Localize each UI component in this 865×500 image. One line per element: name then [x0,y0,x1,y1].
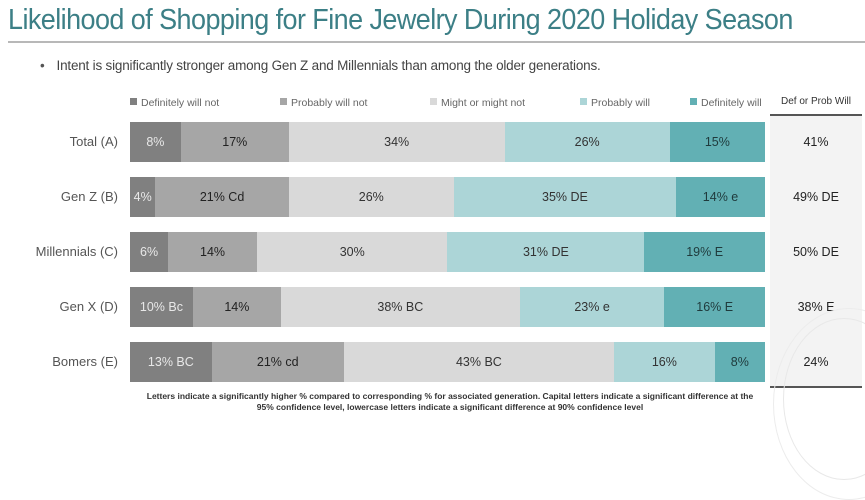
side-column-top-rule [770,114,862,116]
bar-segment: 6% [130,232,169,272]
category-label: Gen X (D) [59,299,118,314]
data-label: 8% [730,355,749,369]
legend-item: Might or might not [430,97,525,109]
bar-segment: 17% [180,122,289,162]
side-column-header: Def or Prob Will [780,96,851,107]
legend-swatch [280,98,287,105]
data-label: 26% [574,135,600,149]
chart-legend: Definitely will not Probably will not Migh… [130,97,765,113]
data-label: 23% e [574,300,610,314]
data-label: 13% BC [147,355,194,369]
data-label: 30% [339,245,365,259]
footnote-line-2: 95% confidence level, lowercase letters … [256,402,644,412]
data-label: 34% [384,135,410,149]
legend-label: Might or might not [441,97,526,109]
bar-segment: 23% e [519,287,665,327]
data-label: 43% BC [455,355,502,369]
bar-segment: 19% E [644,232,765,272]
bar-segment: 21% cd [211,342,344,382]
data-label: 35% DE [542,190,588,204]
bar-segment: 14% [192,287,281,327]
data-label: 16% E [696,300,734,314]
bar-segment: 26% [504,122,670,162]
bar-segment: 8% [130,122,181,162]
bar-segment: 38% BC [280,287,520,327]
legend-swatch [690,98,697,105]
bullet-icon: • [40,58,45,73]
legend-label: Probably will [591,97,650,109]
data-label: 4% [133,190,152,204]
bar-segment: 35% DE [453,177,677,217]
data-label: 17% [222,135,248,149]
page-title: Likelihood of Shopping for Fine Jewelry … [8,4,793,36]
bullet-text: Intent is significantly stronger among G… [56,58,601,73]
legend-item: Probably will not [280,97,367,109]
data-label: 8% [146,135,165,149]
legend-item: Definitely will not [130,97,219,109]
def-or-prob-will-value: 49% DE [793,190,839,204]
stacked-bar: 13% BC 21% cd 43% BC 16% 8% [130,342,765,382]
legend-swatch [580,98,587,105]
data-label: 15% [704,135,730,149]
bar-segment: 14% e [676,177,765,217]
bar-segment: 30% [256,232,448,272]
bar-segment: 26% [288,177,454,217]
data-label: 26% [358,190,384,204]
category-label: Gen Z (B) [60,189,118,204]
category-label: Millennials (C) [35,244,118,259]
def-or-prob-will-value: 38% E [797,300,835,314]
legend-label: Definitely will not [141,97,220,109]
def-or-prob-will-value: 41% [803,135,829,149]
stacked-bar: 8% 17% 34% 26% 15% [130,122,765,162]
data-label: 14% e [702,190,739,204]
data-label: 19% E [686,245,724,259]
legend-item: Probably will [580,97,650,109]
data-label: 21% cd [256,355,299,369]
footnote: Letters indicate a significantly higher … [120,391,780,413]
bar-segment: 16% E [664,287,765,327]
bar-segment: 21% Cd [155,177,289,217]
bar-segment: 34% [288,122,505,162]
stacked-bar: 10% Bc 14% 38% BC 23% e 16% E [130,287,765,327]
bar-segment: 16% [614,342,715,382]
bar-segment: 14% [168,232,257,272]
category-label: Bomers (E) [52,354,118,369]
bar-segment: 13% BC [130,342,212,382]
legend-swatch [430,98,437,105]
data-label: 14% [200,245,226,259]
bar-segment: 43% BC [343,342,615,382]
legend-swatch [130,98,137,105]
category-label: Total (A) [69,134,118,149]
footnote-line-1: Letters indicate a significantly higher … [146,391,754,401]
bar-segment: 8% [714,342,765,382]
stacked-bar: 6% 14% 30% 31% DE 19% E [130,232,765,272]
title-divider [8,41,865,43]
legend-label: Definitely will [701,97,762,109]
legend-label: Probably will not [291,97,368,109]
bullet-point: • Intent is significantly stronger among … [40,58,601,73]
stacked-bar: 4% 21% Cd 26% 35% DE 14% e [130,177,765,217]
data-label: 10% Bc [139,300,183,314]
data-label: 6% [140,245,159,259]
def-or-prob-will-value: 50% DE [793,245,839,259]
bar-segment: 31% DE [447,232,645,272]
bar-segment: 15% [669,122,765,162]
data-label: 16% [651,355,677,369]
bar-segment: 4% [130,177,156,217]
data-label: 14% [224,300,250,314]
bar-segment: 10% Bc [130,287,193,327]
data-label: 31% DE [522,245,569,259]
legend-item: Definitely will [690,97,762,109]
data-label: 21% Cd [199,190,245,204]
data-label: 38% BC [377,300,424,314]
